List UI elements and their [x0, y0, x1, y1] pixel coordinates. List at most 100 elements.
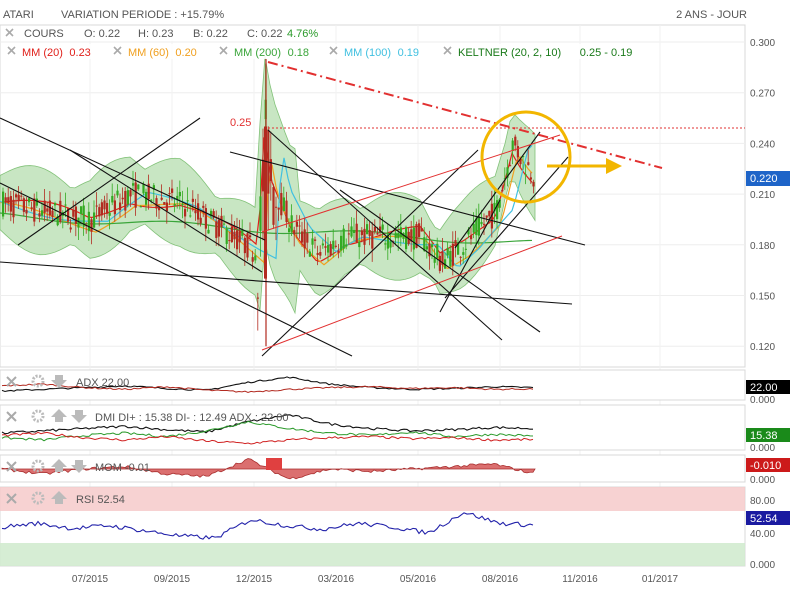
- candle: [527, 149, 530, 166]
- price-tick-label: 0.270: [750, 89, 775, 100]
- close-icon[interactable]: [6, 411, 17, 422]
- legend-item-value: 0.18: [288, 47, 309, 59]
- candle: [220, 207, 223, 238]
- dmi-legend: DMI DI+ : 15.38 DI- : 12.49 ADX : 22.00: [95, 412, 289, 424]
- candle: [41, 202, 44, 219]
- candle: [485, 215, 488, 222]
- close-icon[interactable]: [6, 461, 17, 472]
- candle: [7, 187, 10, 212]
- candle: [246, 232, 249, 262]
- candle: [298, 215, 301, 239]
- candle: [212, 208, 215, 220]
- mom-value: -0.010: [750, 460, 781, 472]
- candle: [207, 224, 210, 234]
- candle: [69, 219, 72, 233]
- candle: [249, 222, 252, 241]
- candle: [129, 189, 132, 207]
- candle: [459, 256, 462, 265]
- candle: [373, 219, 376, 235]
- ticker-label: ATARI: [3, 9, 34, 21]
- legend-item[interactable]: MM (100) 0.19: [329, 46, 419, 59]
- arrow-up-icon[interactable]: [51, 409, 67, 422]
- close-icon[interactable]: [443, 46, 452, 55]
- candle: [363, 217, 366, 255]
- arrow-down-icon[interactable]: [51, 375, 67, 388]
- candle: [2, 187, 5, 220]
- arrow-up-icon[interactable]: [51, 491, 67, 504]
- arrow-down-icon[interactable]: [71, 460, 87, 473]
- legend-item[interactable]: MM (60) 0.20: [113, 46, 197, 59]
- candle: [290, 204, 293, 237]
- candle: [132, 170, 135, 195]
- close-icon[interactable]: [113, 46, 122, 55]
- legend-item[interactable]: MM (20) 0.23: [7, 46, 91, 59]
- candle: [516, 140, 519, 162]
- candle: [399, 214, 402, 247]
- candle: [529, 172, 532, 184]
- close-icon[interactable]: [7, 46, 16, 55]
- candle: [371, 221, 374, 262]
- candle: [64, 192, 67, 217]
- candle: [119, 193, 122, 218]
- candle: [194, 198, 197, 221]
- close-icon[interactable]: [6, 376, 17, 387]
- candle: [493, 190, 496, 224]
- candle: [519, 158, 522, 168]
- close-icon[interactable]: [219, 46, 228, 55]
- gear-icon[interactable]: [31, 459, 45, 473]
- candle: [384, 237, 387, 251]
- close-icon[interactable]: [6, 493, 17, 504]
- candle: [355, 210, 358, 243]
- candle: [225, 225, 228, 252]
- candle: [402, 232, 405, 243]
- candle: [509, 159, 512, 167]
- legend-item[interactable]: KELTNER (20, 2, 10) 0.25 - 0.19: [443, 46, 632, 59]
- range-label[interactable]: 2 ANS - JOUR: [676, 9, 747, 21]
- legend-item[interactable]: MM (200) 0.18: [219, 46, 309, 59]
- adx-panel: ADX 22.00 22.00 0.000: [0, 369, 790, 406]
- candle: [191, 190, 194, 212]
- adx-line: [1, 376, 534, 393]
- variation-label: VARIATION PERIODE : +15.79%: [61, 9, 224, 21]
- candle: [301, 221, 304, 247]
- gear-icon[interactable]: [31, 409, 45, 423]
- candle: [407, 228, 410, 246]
- candle: [477, 203, 480, 246]
- gear-icon[interactable]: [31, 374, 45, 388]
- candle: [28, 197, 31, 206]
- candle: [93, 200, 96, 229]
- x-tick-label: 07/2015: [72, 574, 109, 585]
- arrow-up-icon[interactable]: [51, 459, 67, 472]
- dmi-panel: DMI DI+ : 15.38 DI- : 12.49 ADX : 22.00 …: [0, 404, 790, 454]
- rsi-line: [1, 512, 534, 540]
- candle: [35, 191, 38, 208]
- candle: [332, 228, 335, 258]
- close-icon[interactable]: [329, 46, 338, 55]
- arrow-down-icon[interactable]: [71, 410, 87, 423]
- candle: [108, 199, 111, 230]
- candle: [433, 248, 436, 269]
- candle: [46, 201, 49, 221]
- close-icon[interactable]: [5, 28, 14, 37]
- candle: [441, 238, 444, 273]
- candle: [82, 197, 85, 236]
- candle: [511, 138, 514, 165]
- dmi-di-minus-line: [1, 431, 534, 445]
- candle: [59, 192, 62, 224]
- candle: [524, 164, 527, 185]
- candle: [238, 219, 241, 254]
- gear-icon[interactable]: [31, 491, 45, 505]
- candle: [462, 247, 465, 264]
- low-value: B: 0.22: [193, 28, 228, 40]
- legend-item-label: KELTNER (20, 2, 10): [458, 47, 561, 59]
- red-channel: [261, 134, 563, 351]
- candle: [431, 242, 434, 260]
- candle: [410, 220, 413, 252]
- mom-legend: MOM -0.01: [95, 462, 150, 474]
- high-value: H: 0.23: [138, 28, 173, 40]
- candle: [124, 186, 127, 218]
- dmi-adx-line: [1, 414, 534, 435]
- candle: [74, 201, 77, 237]
- candle: [98, 203, 101, 227]
- candle: [418, 219, 421, 245]
